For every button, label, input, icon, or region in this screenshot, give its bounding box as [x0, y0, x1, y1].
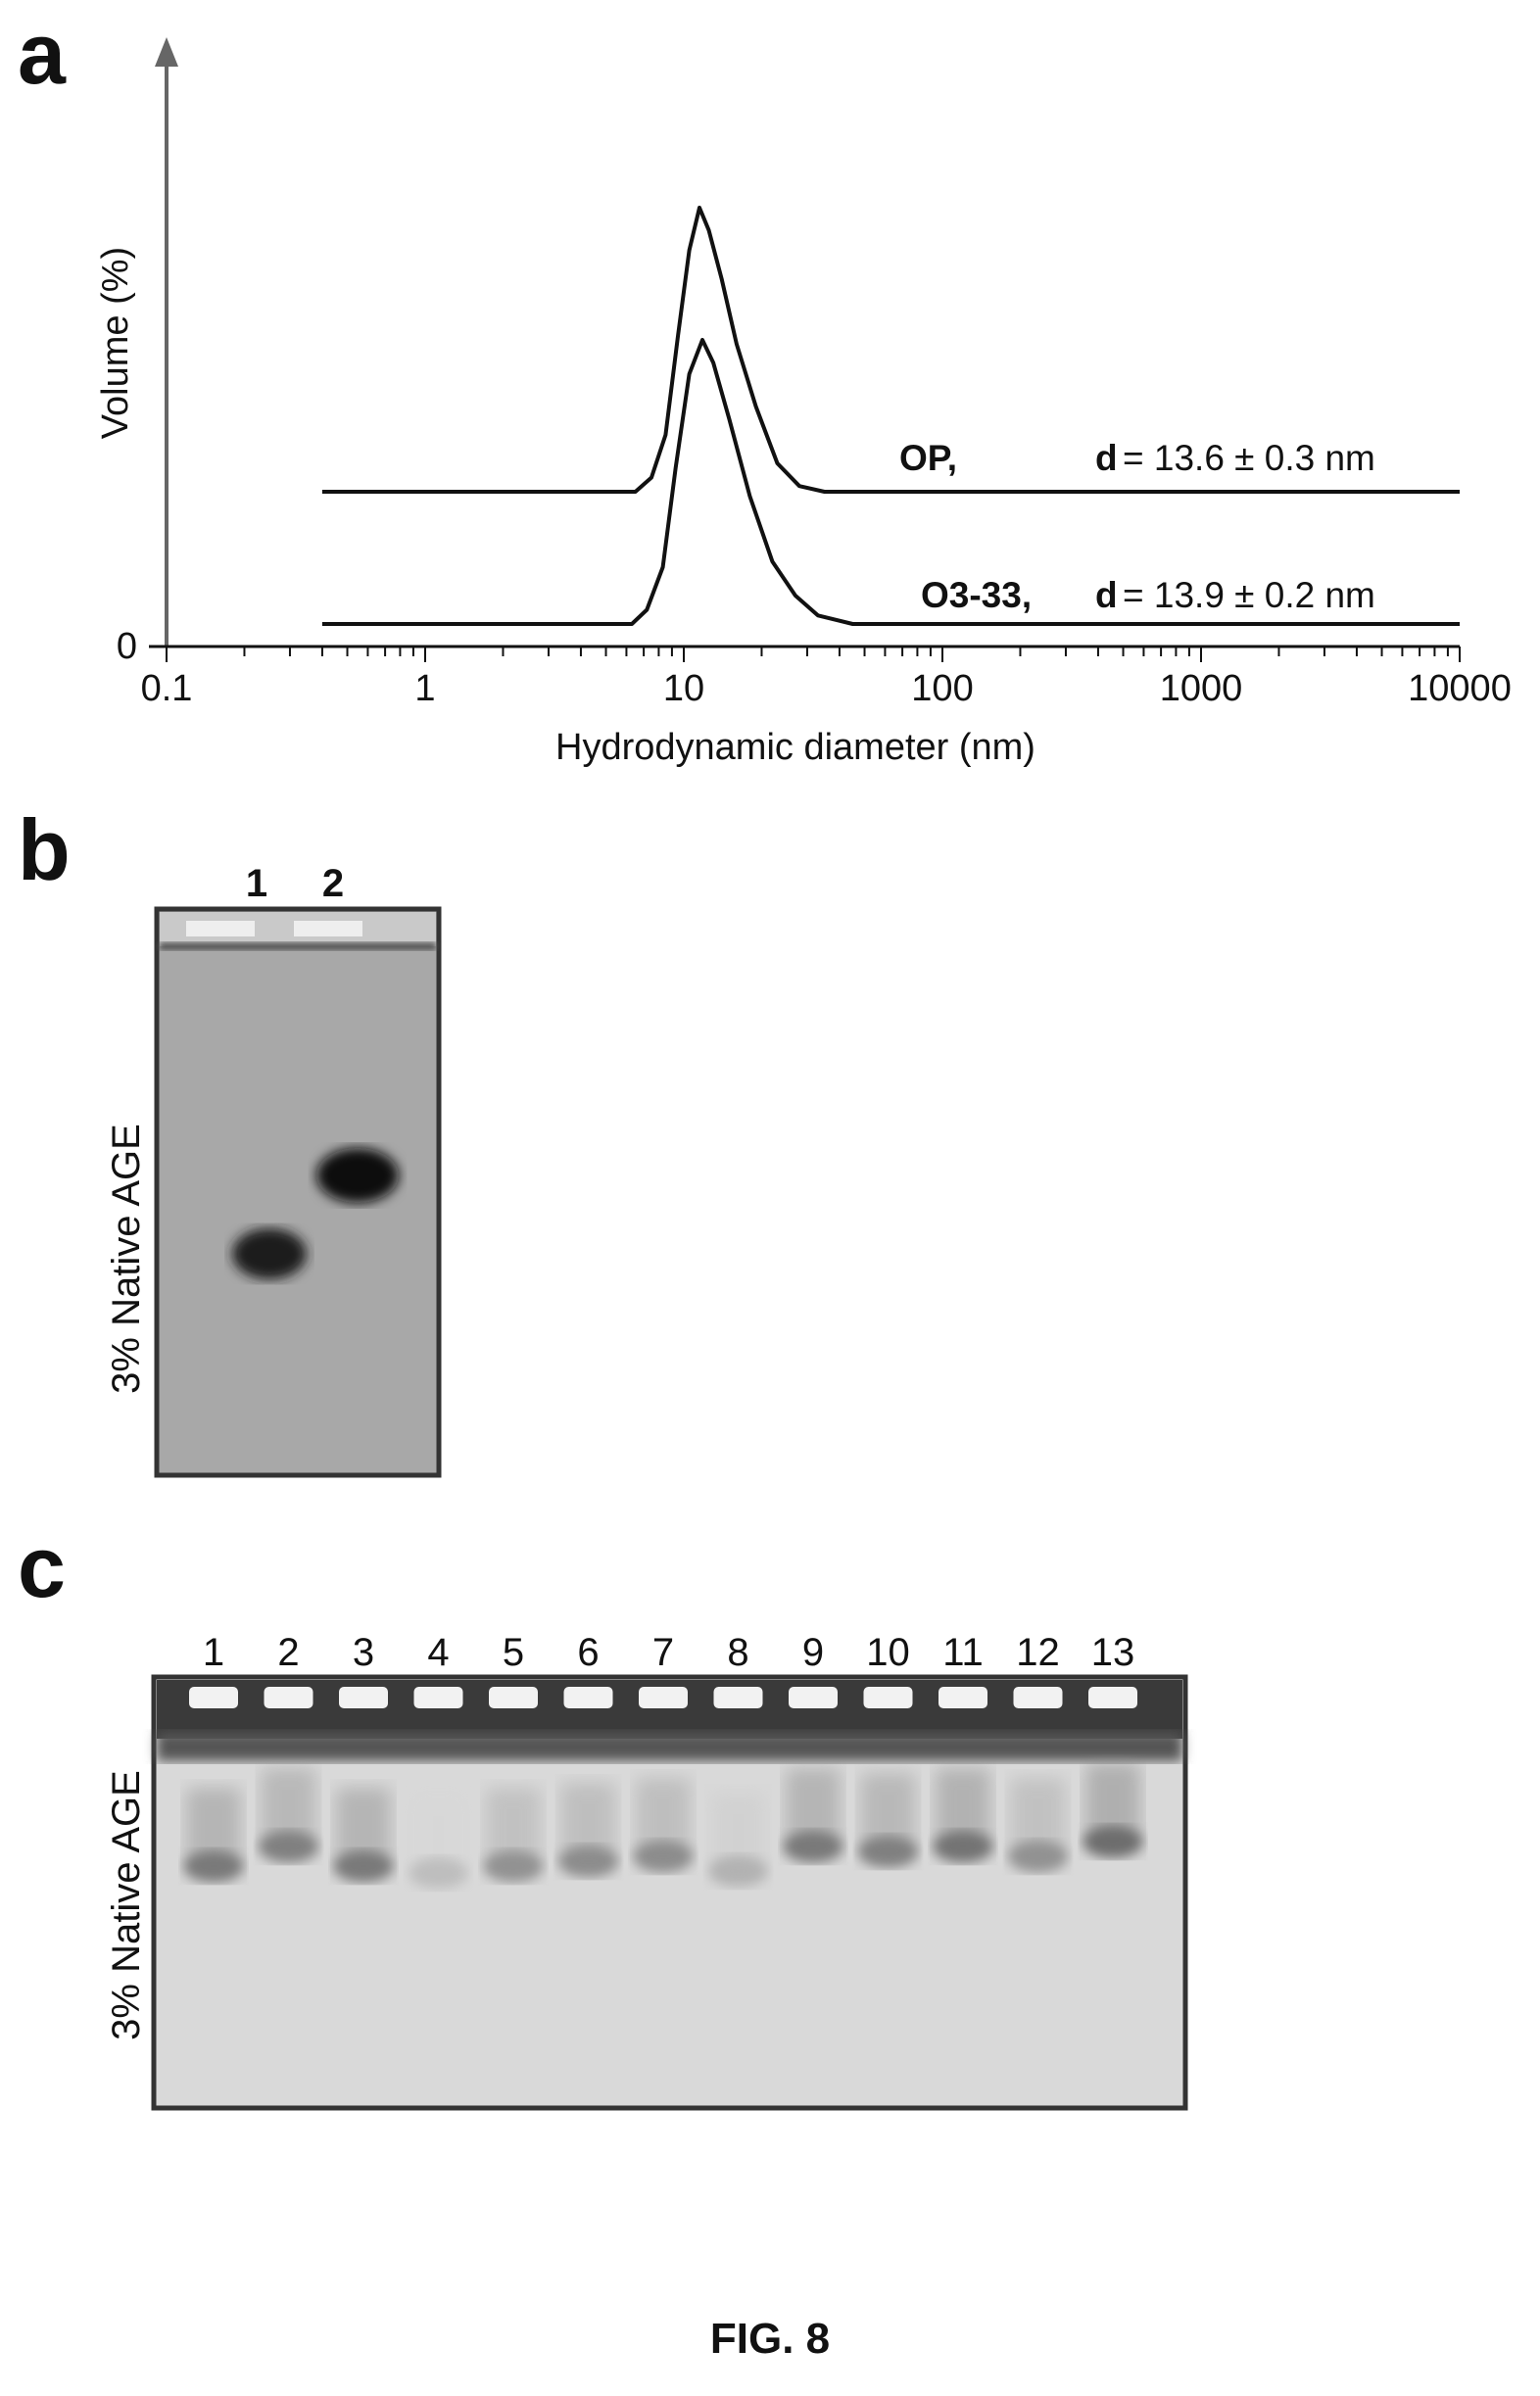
series-line-1: [321, 338, 1460, 626]
panel-b-lane-label-2: 2: [322, 862, 344, 905]
panel-c-lane-label-6: 6: [577, 1631, 599, 1674]
gel-c-band-13: [1083, 1826, 1142, 1857]
series-op-name: OP,: [899, 438, 957, 478]
panel-c-letter: c: [18, 1518, 66, 1615]
gel-c-bands: [184, 1763, 1142, 1889]
gel-b-band-lane-1: [232, 1228, 307, 1279]
gel-c-well-9: [789, 1687, 838, 1708]
gel-c-band-5: [484, 1850, 543, 1882]
panel-a-letter: a: [18, 5, 67, 102]
gel-c-well-12: [1013, 1687, 1063, 1708]
panel-a: a 0.1 1 10 100 1000 10000 0 Volume (%) Hydrod…: [18, 5, 1512, 768]
gel-c-well-11: [938, 1687, 987, 1708]
gel-c-well-2: [264, 1687, 313, 1708]
y-axis-label: Volume (%): [95, 247, 136, 439]
x-tick-label-2: 10: [663, 668, 704, 709]
gel-b-well-2: [294, 921, 362, 936]
gel-c-well-shadow: [157, 1732, 1182, 1761]
gel-c-well-5: [489, 1687, 538, 1708]
panel-c-lane-label-13: 13: [1091, 1631, 1135, 1674]
gel-c-band-7: [634, 1841, 693, 1872]
gel-c-band-1: [184, 1850, 243, 1882]
x-tick-labels: 0.1 1 10 100 1000 10000: [141, 668, 1512, 709]
panel-c-lane-label-11: 11: [942, 1631, 984, 1674]
series-line-0: [321, 206, 1460, 494]
panel-c-lane-label-3: 3: [353, 1631, 374, 1674]
gel-c-well-10: [863, 1687, 913, 1708]
gel-c-well-1: [189, 1687, 238, 1708]
gel-c-band-11: [934, 1831, 992, 1862]
gel-c-well-6: [563, 1687, 613, 1708]
panel-b-lane-label-1: 1: [246, 862, 267, 905]
panel-c-lane-label-10: 10: [866, 1631, 910, 1674]
panel-c-lane-label-4: 4: [427, 1631, 449, 1674]
gel-c-well-3: [339, 1687, 388, 1708]
gel-c-wells: [189, 1687, 1137, 1708]
panel-c-gel-label: 3% Native AGE: [105, 1770, 148, 2040]
x-tick-label-0: 0.1: [141, 668, 193, 709]
panel-c-lane-label-12: 12: [1016, 1631, 1060, 1674]
x-axis-label: Hydrodynamic diameter (nm): [555, 727, 1035, 768]
gel-c-band-6: [558, 1845, 618, 1877]
gel-c-well-8: [713, 1687, 763, 1708]
x-tick-label-3: 100: [911, 668, 973, 709]
series-lines: [321, 206, 1460, 626]
gel-c-band-10: [858, 1836, 918, 1867]
y-tick-label-0: 0: [117, 626, 137, 667]
x-minor-ticks: [166, 647, 1461, 662]
gel-c-band-9: [784, 1831, 842, 1862]
panel-c-lane-label-7: 7: [652, 1631, 674, 1674]
gel-b-well-edge: [160, 942, 436, 950]
series-o333-d: d: [1095, 575, 1118, 615]
x-tick-label-1: 1: [414, 668, 435, 709]
gel-c-band-8: [708, 1855, 768, 1887]
panel-c-lane-label-1: 1: [203, 1631, 224, 1674]
panel-c-lane-label-2: 2: [277, 1631, 299, 1674]
gel-c-band-3: [334, 1850, 393, 1882]
gel-b-background: [154, 906, 442, 1478]
series-op-value: = 13.6 ± 0.3 nm: [1123, 438, 1375, 478]
gel-c-band-4: [409, 1857, 468, 1889]
x-tick-label-4: 1000: [1160, 668, 1243, 709]
panel-c-lane-label-5: 5: [503, 1631, 524, 1674]
panel-c: c 1 2 3 4 5 6 7 8 9 10 11 12 13 3% Native AGE: [18, 1518, 1188, 2111]
gel-b: [154, 906, 442, 1478]
x-tick-label-5: 10000: [1408, 668, 1512, 709]
gel-c-well-7: [639, 1687, 688, 1708]
panel-c-lane-label-9: 9: [802, 1631, 824, 1674]
gel-c-band-2: [259, 1831, 318, 1862]
gel-c-band-12: [1008, 1841, 1068, 1872]
panel-c-lane-labels: 1 2 3 4 5 6 7 8 9 10 11 12 13: [203, 1631, 1134, 1674]
gel-c: [151, 1674, 1188, 2111]
series-o333-name: O3-33,: [921, 575, 1032, 615]
panel-b-gel-label: 3% Native AGE: [105, 1124, 148, 1394]
figure-title: FIG. 8: [710, 2315, 830, 2363]
gel-b-well-1: [186, 921, 255, 936]
panel-b: b 1 2 3% Native AGE: [18, 801, 442, 1478]
gel-b-band-lane-2: [316, 1148, 399, 1203]
y-axis-arrow-icon: [155, 37, 178, 67]
gel-c-well-4: [413, 1687, 463, 1708]
panel-c-lane-label-8: 8: [727, 1631, 748, 1674]
series-op-d: d: [1095, 438, 1118, 478]
gel-c-well-13: [1088, 1687, 1137, 1708]
series-o333-value: = 13.9 ± 0.2 nm: [1123, 575, 1375, 615]
panel-b-letter: b: [18, 801, 71, 898]
